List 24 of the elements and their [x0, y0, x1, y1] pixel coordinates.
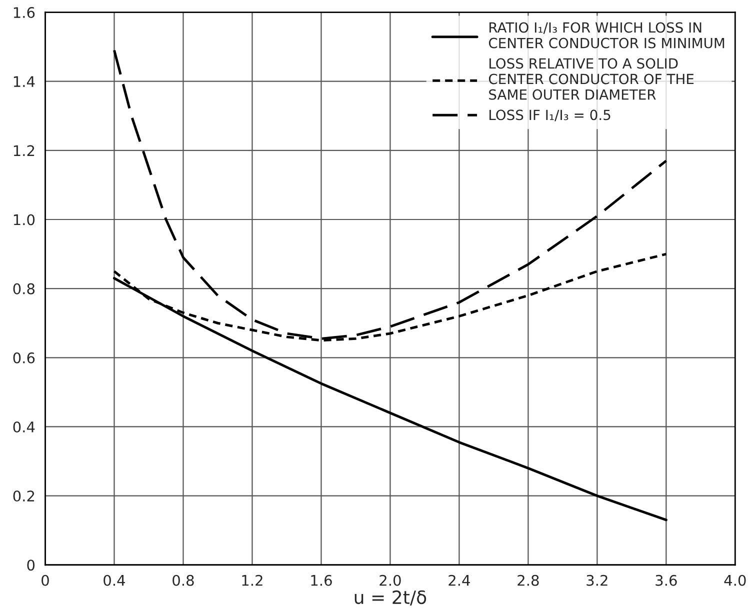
x-tick-label: 3.6 [656, 574, 677, 586]
y-tick-label: 1.6 [14, 6, 35, 18]
x-tick-label: 4.0 [724, 574, 746, 586]
y-tick-label: 1.4 [14, 76, 35, 87]
legend-label: RATIO I₁/I₃ FOR WHICH LOSS IN CENTER CONDUCTOR IS MINIMUM [488, 22, 724, 48]
y-tick-label: 1.0 [14, 214, 35, 226]
x-tick-label: 2.8 [518, 574, 539, 586]
x-tick-label: 1.6 [311, 574, 332, 586]
x-tick-label: 1.2 [242, 574, 262, 586]
x-tick-label: 0.8 [172, 574, 194, 586]
legend-label: LOSS IF I₁/I₃ = 0.5 [490, 110, 610, 122]
y-tick-label: 0.8 [13, 283, 35, 294]
y-tick-label: 0 [27, 560, 35, 571]
y-tick-label: 0.4 [13, 421, 35, 432]
x-axis-title: u = 2t/δ [354, 590, 426, 606]
x-tick-label: 3.2 [586, 574, 608, 586]
y-tick-label: 1.2 [14, 145, 34, 156]
x-tick-label: 2.4 [448, 574, 470, 586]
x-tick-label: 0 [42, 574, 49, 586]
x-tick-label: 2.0 [380, 574, 401, 586]
x-tick-label: 0.4 [104, 574, 126, 586]
legend-label: LOSS RELATIVE TO A SOLID CENTER CONDUCTOR OF THE SAME OUTER DIAMETER [488, 58, 694, 100]
y-tick-label: 0.2 [13, 490, 34, 502]
y-tick-label: 0.6 [13, 352, 35, 364]
